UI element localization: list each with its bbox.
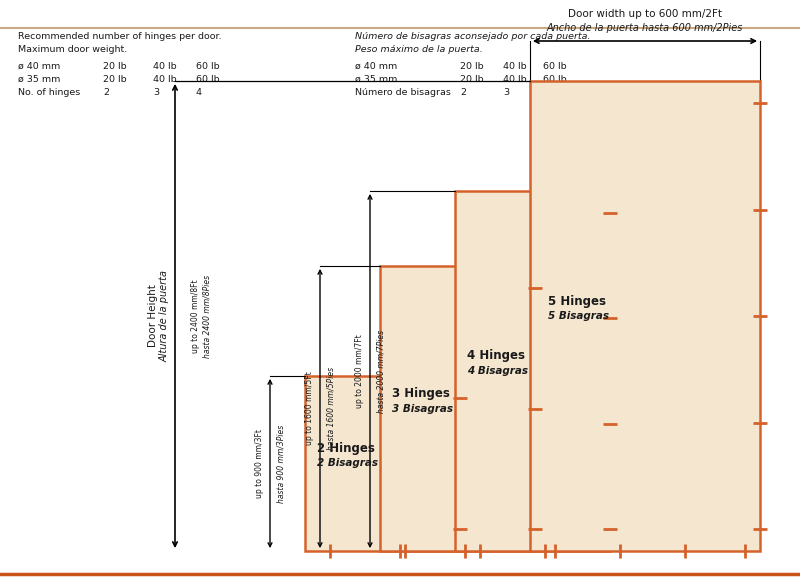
Text: 5 Hinges: 5 Hinges — [548, 295, 606, 308]
Text: hasta 1600 mm/5Pies: hasta 1600 mm/5Pies — [326, 367, 335, 450]
Text: up to 1600 mm/5Ft: up to 1600 mm/5Ft — [305, 372, 314, 445]
Bar — [455, 191, 610, 551]
Text: 60 lb: 60 lb — [543, 75, 566, 84]
Text: 20 lb: 20 lb — [460, 75, 484, 84]
Text: 3 Bisagras: 3 Bisagras — [392, 404, 453, 414]
Text: ø 40 mm: ø 40 mm — [18, 62, 60, 71]
Text: 20 lb: 20 lb — [103, 62, 126, 71]
Text: 60 lb: 60 lb — [543, 62, 566, 71]
Text: 3: 3 — [153, 88, 159, 97]
Text: 2 Bisagras: 2 Bisagras — [317, 458, 378, 468]
Bar — [380, 266, 535, 551]
Text: 40 lb: 40 lb — [153, 75, 177, 84]
Text: Número de bisagras aconsejado por cada puerta.: Número de bisagras aconsejado por cada p… — [355, 32, 590, 41]
Text: 4 Hinges: 4 Hinges — [467, 349, 525, 363]
Text: Número de bisagras: Número de bisagras — [355, 88, 451, 97]
Text: 2: 2 — [103, 88, 109, 97]
Bar — [305, 376, 460, 551]
Text: hasta 2400 mm/8Pies: hasta 2400 mm/8Pies — [202, 274, 211, 357]
Text: up to 2400 mm/8Ft: up to 2400 mm/8Ft — [191, 279, 200, 353]
Text: up to 2000 mm/7Ft: up to 2000 mm/7Ft — [355, 334, 364, 408]
Text: Recommended number of hinges per door.: Recommended number of hinges per door. — [18, 32, 222, 41]
Text: 3: 3 — [503, 88, 509, 97]
Text: No. of hinges: No. of hinges — [18, 88, 80, 97]
Text: 3 Hinges: 3 Hinges — [392, 387, 450, 400]
Text: 60 lb: 60 lb — [196, 75, 220, 84]
Text: Maximum door weight.: Maximum door weight. — [18, 45, 127, 54]
Bar — [530, 81, 760, 551]
Text: 5 Bisagras: 5 Bisagras — [548, 311, 609, 321]
Text: hasta 2000 mm/7Pies: hasta 2000 mm/7Pies — [376, 329, 385, 413]
Text: up to 900 mm/3Ft: up to 900 mm/3Ft — [255, 429, 264, 498]
Text: Altura de la puerta: Altura de la puerta — [160, 270, 170, 362]
Text: Peso máximo de la puerta.: Peso máximo de la puerta. — [355, 45, 482, 54]
Text: 4: 4 — [543, 88, 549, 97]
Text: ø 35 mm: ø 35 mm — [18, 75, 60, 84]
Text: 20 lb: 20 lb — [103, 75, 126, 84]
Text: 4 Bisagras: 4 Bisagras — [467, 366, 528, 376]
Text: 2 Hinges: 2 Hinges — [317, 442, 375, 455]
Text: 40 lb: 40 lb — [153, 62, 177, 71]
Text: Door width up to 600 mm/2Ft: Door width up to 600 mm/2Ft — [568, 9, 722, 19]
Text: Door Height: Door Height — [148, 285, 158, 347]
Text: ø 35 mm: ø 35 mm — [355, 75, 398, 84]
Text: 2: 2 — [460, 88, 466, 97]
Text: ø 40 mm: ø 40 mm — [355, 62, 398, 71]
Text: 4: 4 — [196, 88, 202, 97]
Text: Ancho de la puerta hasta 600 mm/2Pies: Ancho de la puerta hasta 600 mm/2Pies — [547, 23, 743, 33]
Text: 20 lb: 20 lb — [460, 62, 484, 71]
Text: 40 lb: 40 lb — [503, 75, 526, 84]
Text: hasta 900 mm/3Pies: hasta 900 mm/3Pies — [276, 424, 285, 503]
Text: 40 lb: 40 lb — [503, 62, 526, 71]
Text: 60 lb: 60 lb — [196, 62, 220, 71]
